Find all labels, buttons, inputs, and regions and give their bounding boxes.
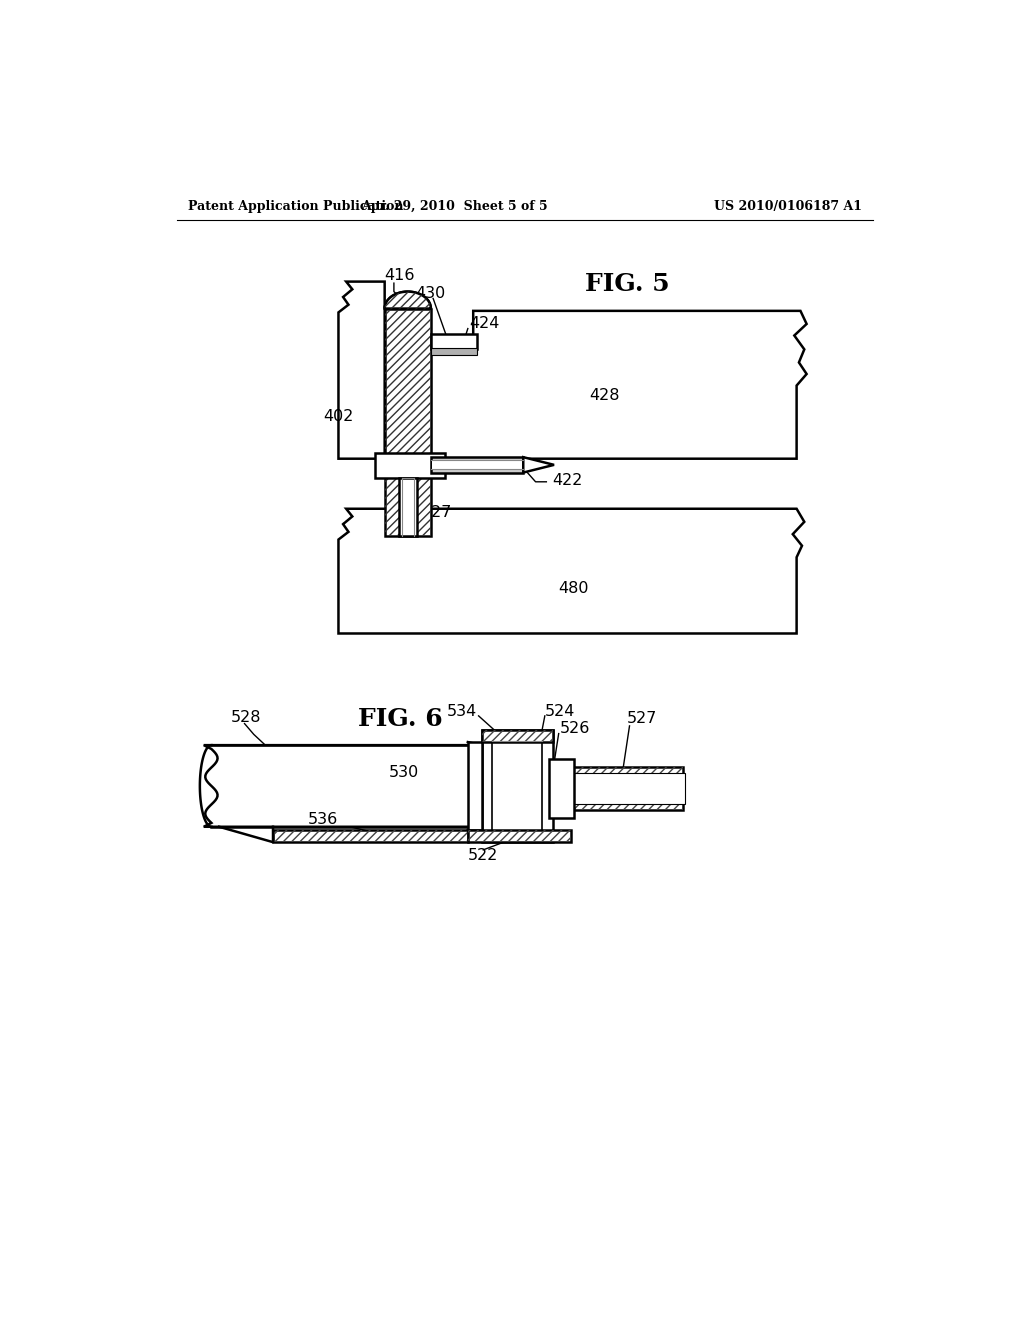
Text: 536: 536 — [308, 812, 339, 826]
Bar — [273, 830, 468, 842]
Text: 520: 520 — [562, 775, 592, 789]
Text: 522: 522 — [468, 847, 499, 863]
Bar — [385, 309, 431, 536]
Bar — [553, 767, 683, 810]
Bar — [550, 759, 574, 817]
Text: 430: 430 — [416, 285, 445, 301]
Text: 480: 480 — [558, 581, 589, 595]
Bar — [468, 830, 571, 842]
Bar — [431, 334, 477, 350]
Text: FIG. 5: FIG. 5 — [585, 272, 670, 297]
Text: US 2010/0106187 A1: US 2010/0106187 A1 — [714, 199, 862, 213]
Bar — [468, 742, 481, 830]
Text: 534: 534 — [446, 704, 477, 719]
Text: 402: 402 — [324, 409, 354, 424]
Bar — [273, 830, 468, 842]
Polygon shape — [385, 292, 431, 309]
Bar — [385, 309, 431, 536]
Text: Patent Application Publication: Patent Application Publication — [188, 199, 403, 213]
Bar — [481, 730, 553, 742]
Text: 427: 427 — [422, 506, 452, 520]
Text: 530: 530 — [389, 766, 419, 780]
Text: 526: 526 — [560, 721, 591, 735]
Text: 424: 424 — [469, 317, 500, 331]
Polygon shape — [431, 312, 807, 459]
Polygon shape — [523, 457, 554, 473]
Bar — [553, 774, 685, 804]
Text: 416: 416 — [385, 268, 415, 282]
Polygon shape — [339, 281, 385, 459]
Bar — [398, 478, 417, 536]
Bar — [481, 730, 553, 742]
Polygon shape — [204, 744, 481, 826]
Bar — [376, 453, 444, 478]
Text: Apr. 29, 2010  Sheet 5 of 5: Apr. 29, 2010 Sheet 5 of 5 — [360, 199, 547, 213]
Bar — [431, 457, 523, 473]
Text: 528: 528 — [230, 710, 261, 725]
Text: 535: 535 — [483, 825, 513, 840]
Text: 524: 524 — [545, 704, 575, 719]
Bar — [432, 461, 521, 470]
Bar — [431, 348, 477, 355]
Polygon shape — [339, 508, 804, 634]
Text: 422: 422 — [553, 473, 583, 488]
Bar — [553, 767, 683, 810]
Bar — [468, 830, 571, 842]
Text: 527: 527 — [628, 711, 657, 726]
Text: FIG. 6: FIG. 6 — [357, 706, 442, 731]
Text: 428: 428 — [589, 388, 620, 403]
Bar — [481, 730, 553, 842]
